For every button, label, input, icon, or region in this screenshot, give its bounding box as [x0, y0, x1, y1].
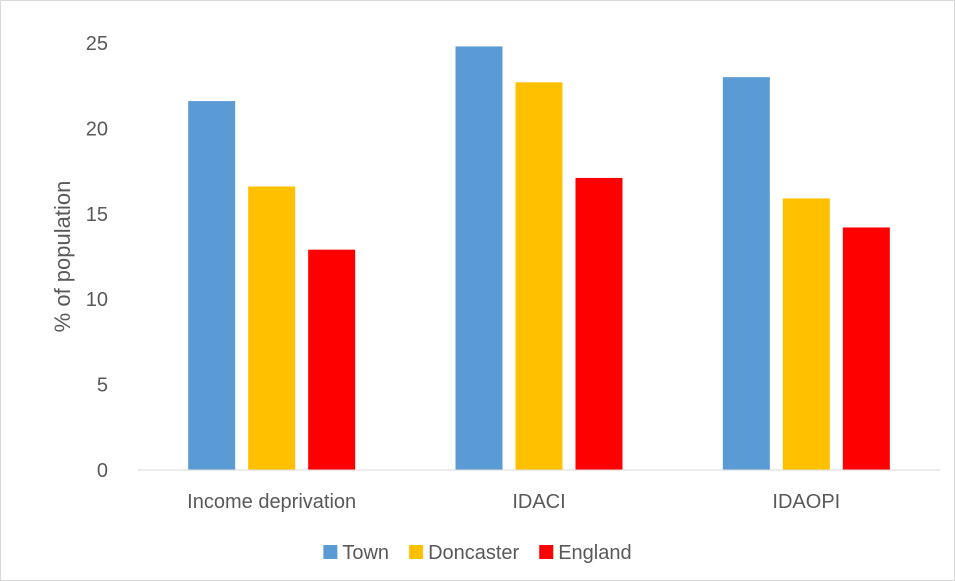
- y-axis-title-group: % of population: [50, 181, 75, 333]
- legend-swatch-england: [539, 545, 554, 559]
- legend: Town Doncaster England: [323, 542, 632, 564]
- legend-label-england: England: [558, 542, 631, 564]
- y-tick-label: 15: [86, 204, 108, 226]
- x-tick-label: Income deprivation: [187, 491, 356, 513]
- bar-town-3: [722, 77, 770, 470]
- bar-town-1: [188, 101, 236, 471]
- legend-swatch-town: [323, 545, 338, 559]
- bar-england-1: [308, 249, 356, 470]
- y-tick-label: 5: [97, 375, 108, 397]
- bars: [188, 46, 890, 471]
- y-tick-label: 25: [86, 33, 108, 55]
- y-axis-title: % of population: [50, 181, 75, 333]
- bar-doncaster-2: [515, 82, 563, 470]
- y-tick-label: 0: [97, 460, 108, 482]
- y-tick-label: 20: [86, 118, 108, 140]
- y-axis-ticks: 0 5 10 15 20 25: [86, 33, 108, 482]
- x-tick-label: IDACI: [512, 491, 565, 513]
- bar-doncaster-3: [782, 198, 830, 471]
- legend-label-town: Town: [342, 542, 389, 564]
- legend-swatch-doncaster: [409, 545, 424, 559]
- bar-england-3: [842, 227, 890, 470]
- bar-town-2: [455, 46, 503, 470]
- x-axis-ticks: Income deprivation IDACI IDAOPI: [187, 491, 840, 513]
- bar-doncaster-1: [248, 186, 296, 471]
- x-tick-label: IDAOPI: [772, 491, 840, 513]
- legend-label-doncaster: Doncaster: [428, 542, 519, 564]
- y-tick-label: 10: [86, 289, 108, 311]
- bar-england-2: [575, 177, 623, 470]
